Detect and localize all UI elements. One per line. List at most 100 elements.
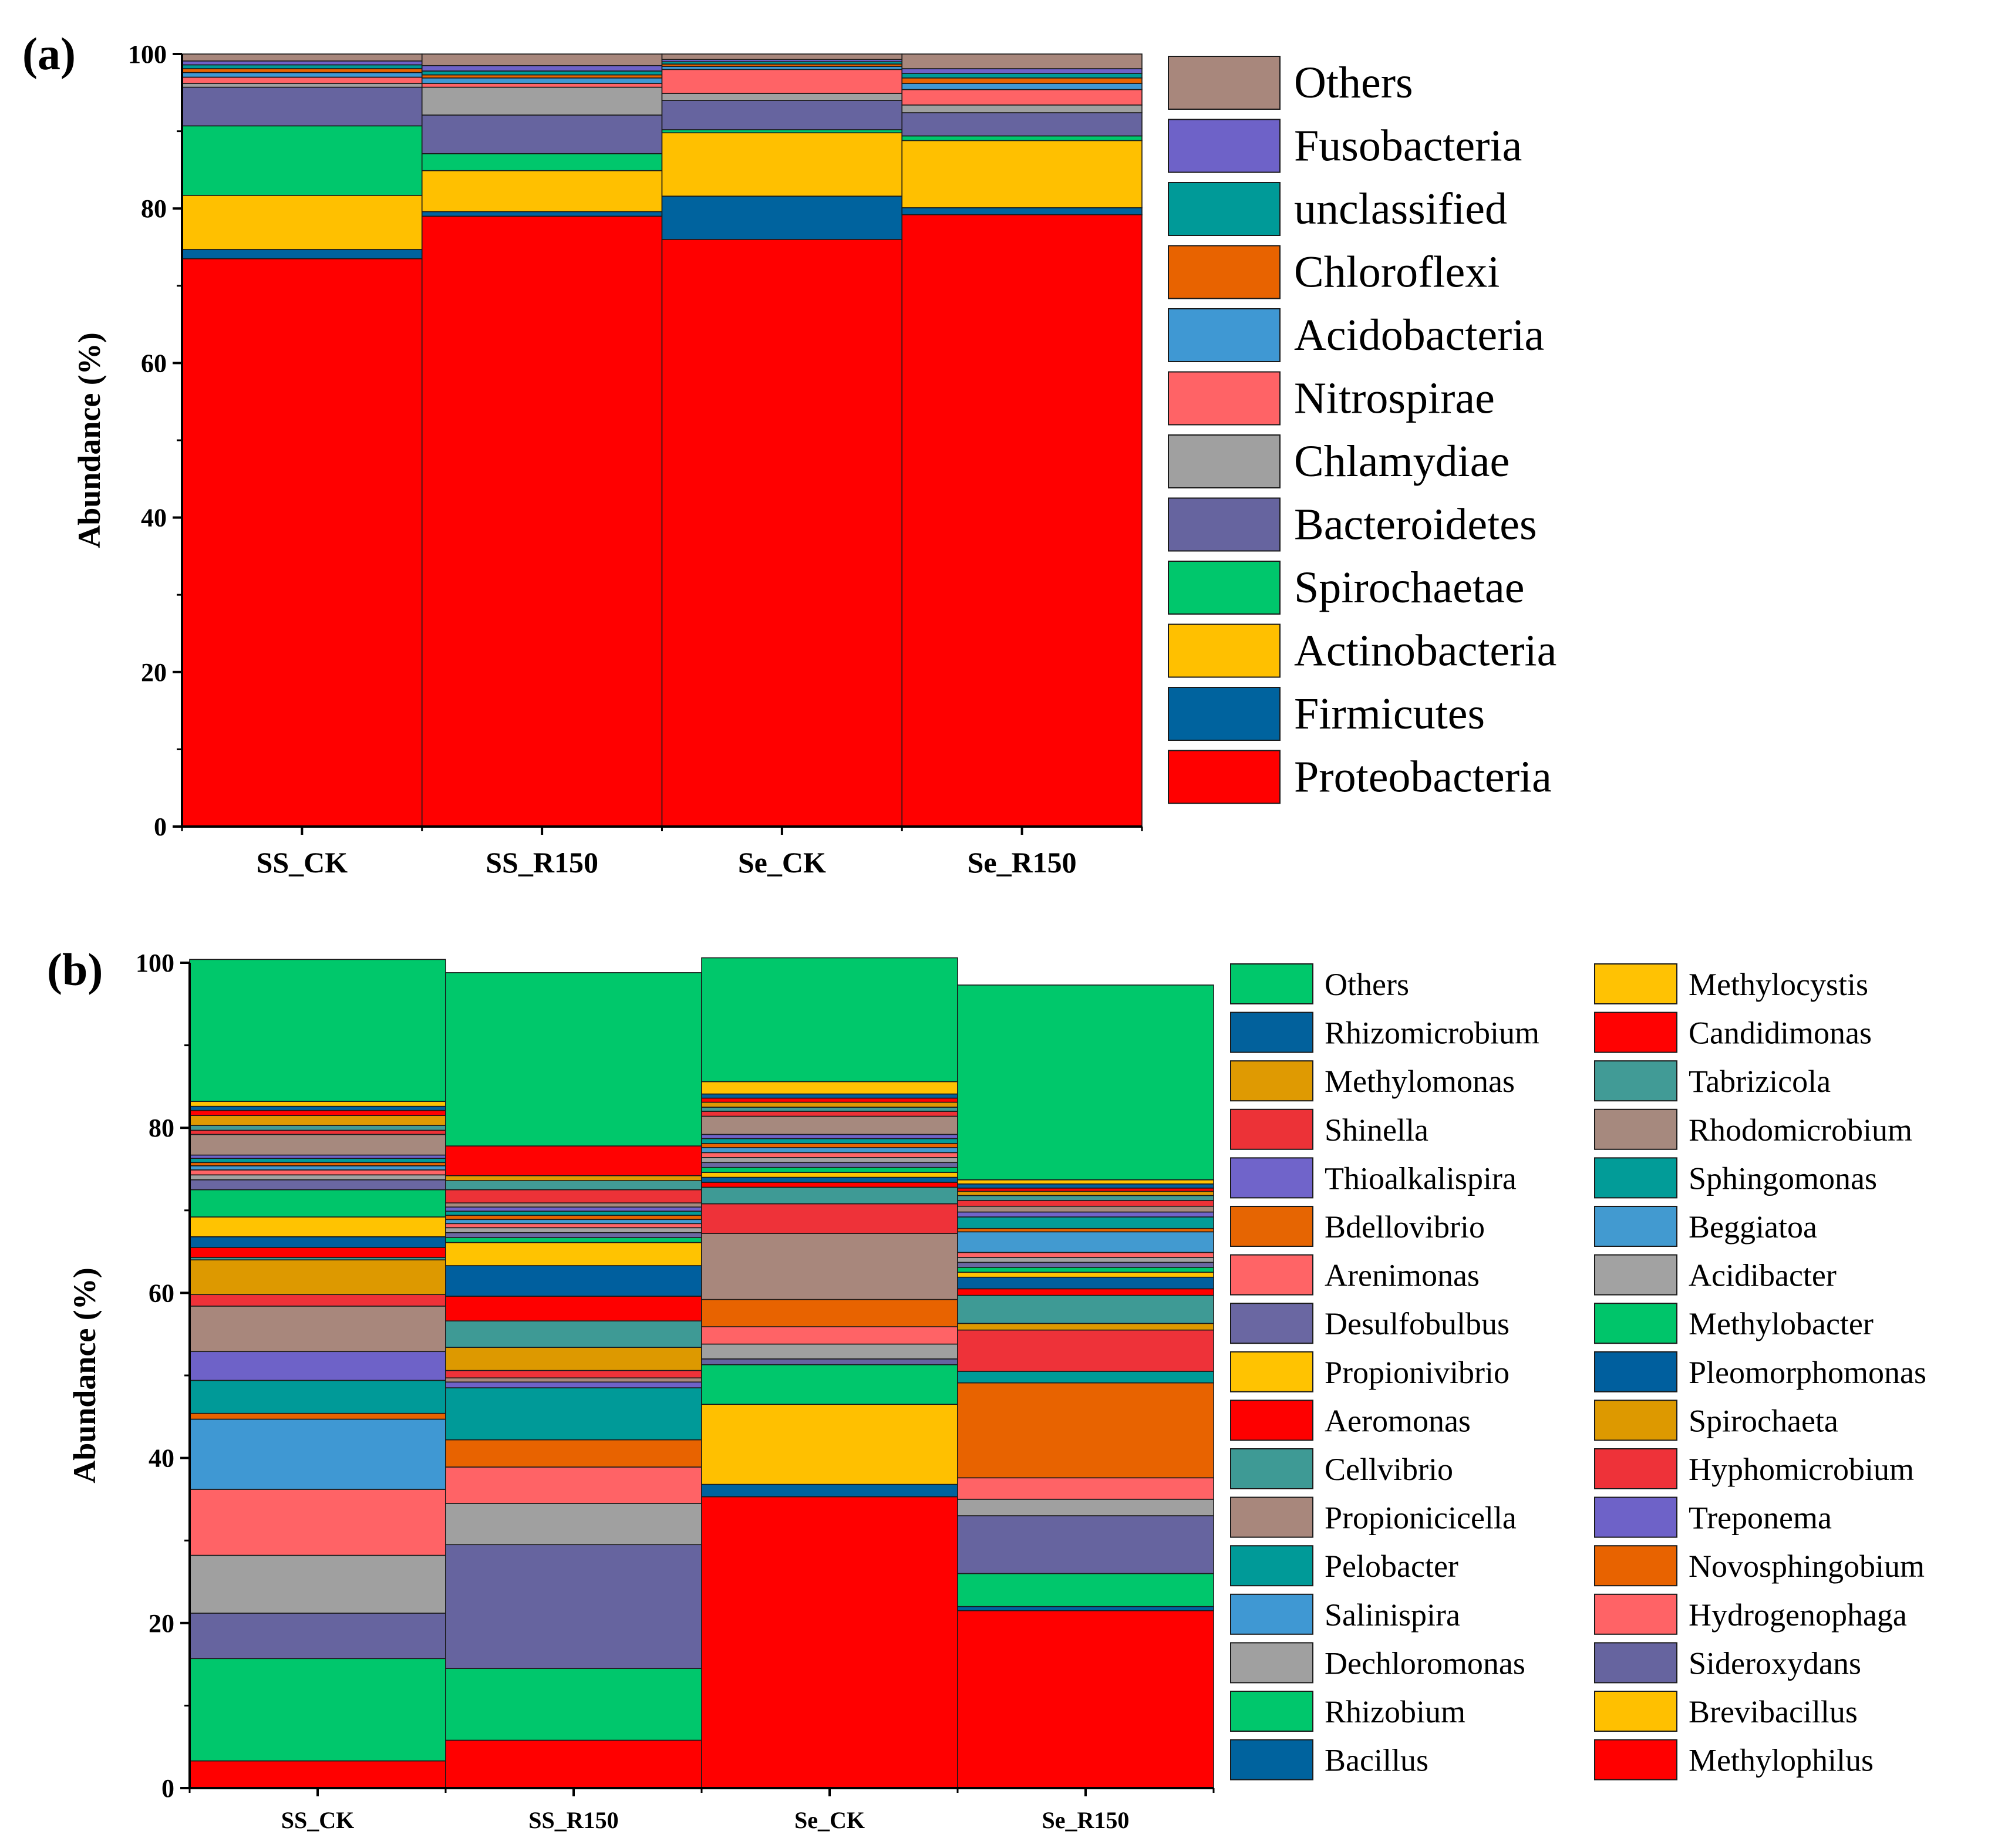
b-legend-label-treponema: Treponema (1689, 1500, 1832, 1536)
b-legend-label-others: Others (1325, 967, 1409, 1002)
a-legend-label-acidobacteria: Acidobacteria (1294, 311, 1544, 360)
a-legend-swatch-others (1168, 56, 1281, 110)
a-x-tick-label-se-r150: Se_R150 (968, 846, 1077, 879)
a-legend-swatch-unclassified (1168, 182, 1281, 236)
a-bar-ss-ck-proteobacteria (181, 258, 423, 827)
b-bar-se-r150-sphingomonas (957, 1216, 1214, 1229)
b-legend-label-cellvibrio: Cellvibrio (1325, 1452, 1453, 1487)
b-legend-label-beggiatoa: Beggiatoa (1689, 1209, 1817, 1245)
a-bar-se-r150-chlamydiae (901, 104, 1143, 113)
b-legend-label-rhizobium: Rhizobium (1325, 1694, 1465, 1729)
b-legend-swatch-novosphingobium (1594, 1545, 1677, 1587)
b-bar-se-ck-acidibacter (701, 1157, 958, 1164)
b-legend-swatch-arenimonas (1230, 1254, 1313, 1296)
b-bar-se-ck-methylophilus (701, 1496, 958, 1789)
a-bar-ss-ck-actinobacteria (181, 195, 423, 250)
b-bar-se-ck-shinella (701, 1111, 958, 1117)
b-bar-ss-r150-candidimonas (445, 1145, 702, 1176)
b-y-tick-label-60: 60 (149, 1279, 174, 1307)
b-bar-ss-ck-acidibacter (189, 1174, 446, 1181)
b-bar-se-ck-tabrizicola (701, 1107, 958, 1112)
b-bar-ss-r150-methylobacter (445, 1237, 702, 1243)
b-legend-label-novosphingobium: Novosphingobium (1689, 1549, 1925, 1584)
b-bar-se-ck-pleomorphomonas (701, 1176, 958, 1183)
b-bar-ss-r150-propionicicella (445, 1377, 702, 1383)
b-legend-swatch-bacillus (1230, 1739, 1313, 1780)
b-bar-ss-ck-tabrizicola (189, 1125, 446, 1131)
a-bar-se-r150-firmicutes (901, 207, 1143, 215)
a-bar-ss-ck-chloroflexi (181, 68, 423, 73)
a-legend-swatch-chloroflexi (1168, 245, 1281, 299)
b-bar-se-ck-aeromonas (701, 1182, 958, 1188)
b-bar-ss-ck-candidimonas (189, 1110, 446, 1116)
b-legend-label-rhodomicrobium: Rhodomicrobium (1689, 1112, 1912, 1148)
a-legend-label-chloroflexi: Chloroflexi (1294, 248, 1500, 297)
b-bar-ss-r150-shinella (445, 1189, 702, 1203)
b-bar-ss-r150-hydrogenophaga (445, 1466, 702, 1504)
b-bar-ss-ck-bdellovibrio (189, 1162, 446, 1166)
b-bar-ss-r150-methylomonas (445, 1175, 702, 1181)
b-bar-se-r150-arenimonas (957, 1252, 1214, 1258)
panel-a-legend: Others Fusobacteria unclassified Chloroflex… (1168, 56, 1556, 804)
a-bar-se-ck-firmicutes (661, 195, 903, 240)
panel-a-y-axis-title: Abundance (%) (72, 332, 107, 548)
b-legend-swatch-methylocystis (1594, 963, 1677, 1004)
b-legend-label-methylomonas: Methylomonas (1325, 1064, 1515, 1099)
b-legend-label-propionivibrio: Propionivibrio (1325, 1355, 1510, 1390)
a-y-tick-label-20: 20 (141, 658, 167, 687)
b-bar-ss-ck-spirochaeta (189, 1259, 446, 1296)
b-bar-ss-r150-arenimonas (445, 1223, 702, 1229)
panel-b-y-axis-title: Abundance (%) (67, 1267, 102, 1483)
a-bar-ss-ck-unclassified (181, 64, 423, 69)
b-legend-label-methylobacter: Methylobacter (1689, 1306, 1874, 1341)
b-bar-ss-ck-aeromonas (189, 1247, 446, 1258)
b-bar-se-r150-candidimonas (957, 1188, 1214, 1192)
b-bar-ss-r150-rhodomicrobium (445, 1202, 702, 1208)
a-legend-label-others: Others (1294, 58, 1413, 107)
b-bar-se-r150-beggiatoa (957, 1231, 1214, 1253)
b-bar-se-ck-beggiatoa (701, 1147, 958, 1154)
panel-a-label: (a) (22, 28, 76, 79)
b-bar-se-r150-methylophilus (957, 1610, 1214, 1789)
b-bar-se-r150-hyphomicrobium (957, 1329, 1214, 1372)
b-legend-swatch-methylomonas (1230, 1060, 1313, 1102)
b-bar-se-r150-hydrogenophaga (957, 1477, 1214, 1500)
panel-b-bars (189, 957, 1214, 1789)
b-bar-ss-ck-thioalkalispira (189, 1154, 446, 1159)
b-bar-se-r150-propionivibrio (957, 1272, 1214, 1278)
b-bar-se-r150-acidibacter (957, 1257, 1214, 1263)
b-bar-se-ck-rhodomicrobium (701, 1115, 958, 1135)
a-bar-se-r150-unclassified (901, 73, 1143, 79)
b-legend-swatch-hydrogenophaga (1594, 1593, 1677, 1635)
b-bar-ss-r150-pleomorphomonas (445, 1265, 702, 1297)
b-legend-swatch-shinella (1230, 1108, 1313, 1150)
b-legend-swatch-tabrizicola (1594, 1060, 1677, 1102)
b-bar-ss-ck-salinispira (189, 1418, 446, 1490)
b-legend-swatch-pleomorphomonas (1594, 1351, 1677, 1392)
b-bar-se-r150-dechloromonas (957, 1499, 1214, 1516)
b-legend-swatch-hyphomicrobium (1594, 1448, 1677, 1489)
a-bar-ss-r150-spirochaetae (421, 153, 663, 171)
b-legend-label-bacillus: Bacillus (1325, 1743, 1428, 1778)
b-legend-swatch-bdellovibrio (1230, 1206, 1313, 1247)
a-bar-ss-ck-spirochaetae (181, 125, 423, 196)
b-bar-ss-r150-methylophilus (445, 1739, 702, 1789)
b-legend-swatch-brevibacillus (1594, 1691, 1677, 1732)
b-legend-label-methylocystis: Methylocystis (1689, 967, 1868, 1002)
b-bar-ss-r150-sphingomonas (445, 1210, 702, 1216)
a-legend-label-bacteroidetes: Bacteroidetes (1294, 500, 1537, 549)
b-bar-se-r150-methylomonas (957, 1191, 1214, 1196)
b-bar-ss-r150-others (445, 972, 702, 1146)
b-bar-se-ck-desulfobulbus (701, 1162, 958, 1168)
b-legend-swatch-dechloromonas (1230, 1642, 1313, 1684)
a-bar-ss-ck-chlamydiae (181, 83, 423, 88)
a-legend-swatch-bacteroidetes (1168, 497, 1281, 552)
a-x-tick-label-ss-ck: SS_CK (257, 846, 348, 879)
a-y-tick-label-100: 100 (128, 40, 167, 69)
b-bar-ss-ck-beggiatoa (189, 1165, 446, 1171)
b-bar-ss-r150-treponema (445, 1381, 702, 1388)
a-bar-se-ck-actinobacteria (661, 132, 903, 197)
b-legend-label-aeromonas: Aeromonas (1325, 1403, 1471, 1438)
a-bar-ss-ck-acidobacteria (181, 72, 423, 78)
